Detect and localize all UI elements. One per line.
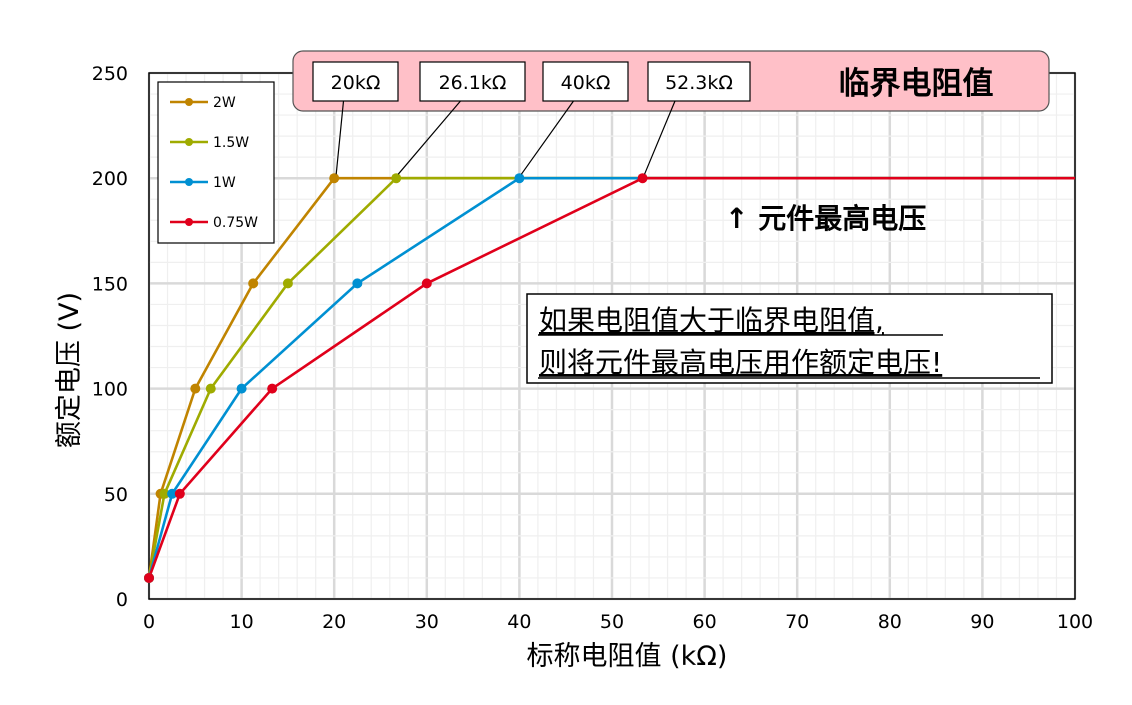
data-point-2W xyxy=(190,383,201,394)
critical-title: 临界电阻值 xyxy=(839,66,994,102)
tick-labels: 0 10 20 30 40 50 60 70 80 90 100 0 50 100 150 200 250 xyxy=(92,63,1093,633)
callout-leader-line xyxy=(335,100,345,175)
callout-leader-line xyxy=(644,100,676,175)
x-tick-label: 0 xyxy=(143,611,155,633)
callout-label: 20kΩ xyxy=(331,72,381,94)
data-point-0.75W xyxy=(267,383,278,394)
y-tick-label: 0 xyxy=(116,589,128,611)
data-point-1.5W xyxy=(159,488,170,499)
series-line-0.75W xyxy=(147,176,1075,579)
y-tick-label: 200 xyxy=(92,168,128,190)
callout-label: 26.1kΩ xyxy=(439,72,507,94)
legend-marker-1.5W xyxy=(185,138,193,146)
data-point-2W xyxy=(248,278,259,289)
y-tick-label: 150 xyxy=(92,273,128,295)
data-point-1W xyxy=(236,383,247,394)
data-point-0.75W xyxy=(144,572,154,583)
callout-leader-line xyxy=(520,100,574,175)
callout-box xyxy=(542,61,629,102)
legend-label: 1.5W xyxy=(213,135,249,151)
data-point-1W xyxy=(514,173,525,184)
legend-label: 2W xyxy=(213,95,236,111)
series-lines xyxy=(144,173,1075,583)
note-line-1: 如果电阻值大于临界电阻值, xyxy=(539,304,884,337)
legend-marker-1W xyxy=(185,178,193,186)
note-line-2: 则将元件最高电压用作额定电压! xyxy=(539,346,942,379)
data-point-0.75W xyxy=(174,488,185,499)
data-point-1W xyxy=(167,488,178,499)
callout-box xyxy=(647,61,751,102)
data-point-0.75W xyxy=(637,173,648,184)
callout-box xyxy=(312,61,399,102)
x-tick-label: 80 xyxy=(878,611,902,633)
series-line-1.5W xyxy=(147,176,1075,579)
legend-label: 0.75W xyxy=(213,215,258,231)
critical-resistance-banner: 临界电阻值 20kΩ 26.1kΩ 40kΩ 52.3kΩ xyxy=(292,50,1050,175)
data-point-0.75W xyxy=(421,278,432,289)
x-tick-label: 90 xyxy=(970,611,994,633)
x-tick-label: 10 xyxy=(230,611,254,633)
data-point-2W xyxy=(329,173,340,184)
max-voltage-note: ↑ 元件最高电压 xyxy=(725,202,926,235)
callout-label: 40kΩ xyxy=(561,72,611,94)
legend-label: 1W xyxy=(213,175,236,191)
x-tick-label: 30 xyxy=(415,611,439,633)
x-axis-label: 标称电阻值 (kΩ) xyxy=(527,641,728,672)
callout-label: 52.3kΩ xyxy=(665,72,733,94)
data-point-1.5W xyxy=(205,383,216,394)
x-tick-label: 50 xyxy=(600,611,624,633)
x-tick-label: 100 xyxy=(1057,611,1093,633)
legend-marker-0.75W xyxy=(185,218,193,226)
data-point-1.5W xyxy=(282,278,293,289)
y-axis-label: 额定电压 (V) xyxy=(54,292,85,448)
legend: 2W 1.5W 1W 0.75W xyxy=(157,81,275,244)
x-tick-label: 40 xyxy=(507,611,531,633)
callout-box xyxy=(419,61,526,102)
x-tick-label: 60 xyxy=(693,611,717,633)
y-tick-label: 100 xyxy=(92,379,128,401)
data-point-1W xyxy=(352,278,363,289)
callout-leader-line xyxy=(397,100,461,175)
data-point-1.5W xyxy=(391,173,402,184)
x-tick-label: 70 xyxy=(785,611,809,633)
legend-marker-2W xyxy=(185,98,193,106)
y-tick-label: 50 xyxy=(104,484,128,506)
y-tick-label: 250 xyxy=(92,63,128,85)
x-tick-label: 20 xyxy=(322,611,346,633)
series-line-1W xyxy=(147,176,1075,579)
note-box: 如果电阻值大于临界电阻值, 则将元件最高电压用作额定电压! xyxy=(526,293,1053,384)
